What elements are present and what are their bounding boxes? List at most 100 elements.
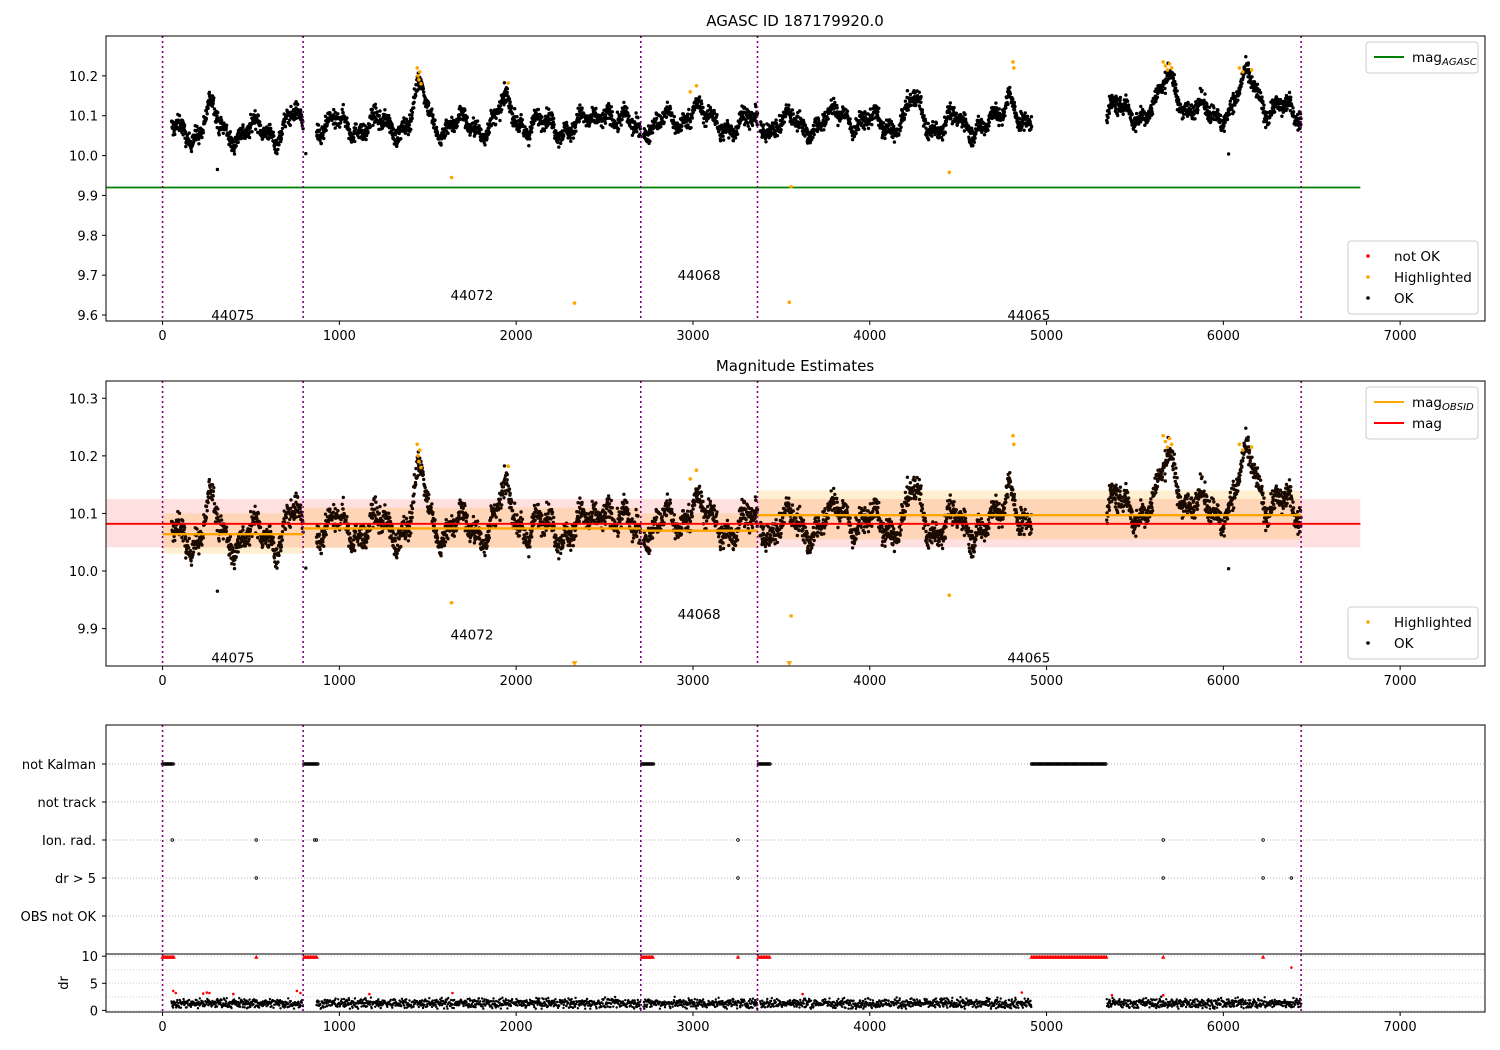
ok-point bbox=[704, 124, 708, 128]
ok-point bbox=[275, 151, 279, 156]
x-tick-label: 5000 bbox=[1030, 329, 1063, 344]
x-tick-label: 7000 bbox=[1384, 329, 1417, 344]
ok-point bbox=[1267, 121, 1271, 125]
ok-point bbox=[332, 502, 336, 507]
ok-point bbox=[1172, 73, 1177, 77]
ok-point bbox=[421, 472, 425, 477]
ok-point bbox=[519, 113, 523, 117]
ok-point bbox=[574, 129, 578, 133]
ok-point bbox=[1178, 102, 1183, 107]
ok-point bbox=[1125, 99, 1130, 103]
ok-point bbox=[848, 122, 853, 126]
ok-point bbox=[188, 549, 193, 553]
ok-point bbox=[426, 103, 431, 108]
ok-point bbox=[211, 98, 216, 103]
ok-point bbox=[421, 87, 425, 91]
ok-point bbox=[352, 136, 356, 140]
ok-point bbox=[258, 525, 263, 529]
ok-point bbox=[210, 483, 215, 487]
ok-point bbox=[1212, 106, 1216, 110]
ok-point bbox=[241, 123, 245, 127]
ok-point bbox=[465, 514, 469, 518]
ok-point bbox=[197, 552, 201, 556]
ok-point bbox=[256, 114, 260, 118]
ok-point bbox=[234, 555, 238, 559]
ok-point bbox=[569, 139, 573, 143]
legend-dot-marker bbox=[1366, 296, 1370, 300]
ok-point bbox=[559, 141, 563, 146]
ok-point bbox=[1011, 97, 1015, 102]
ok-point bbox=[399, 137, 403, 141]
ok-point bbox=[341, 102, 345, 107]
ok-point bbox=[1246, 61, 1251, 65]
ok-point bbox=[207, 477, 212, 482]
ok-point bbox=[234, 144, 238, 148]
ok-point bbox=[452, 129, 456, 134]
ok-point bbox=[987, 124, 991, 128]
ok-point bbox=[353, 139, 357, 144]
ok-point bbox=[680, 124, 684, 128]
ok-point bbox=[1002, 110, 1007, 114]
ok-point bbox=[997, 123, 1001, 128]
ok-point bbox=[510, 112, 515, 116]
ok-point bbox=[340, 502, 344, 506]
ok-point bbox=[648, 139, 652, 144]
ok-point bbox=[1261, 99, 1265, 104]
ok-point bbox=[955, 123, 959, 128]
ok-point bbox=[1012, 100, 1017, 105]
ok-point bbox=[482, 550, 486, 554]
ok-point bbox=[211, 489, 216, 494]
ok-point bbox=[1155, 95, 1160, 99]
ok-point bbox=[280, 126, 285, 131]
ok-point bbox=[547, 107, 551, 111]
ok-point bbox=[439, 143, 443, 147]
ok-point bbox=[336, 112, 340, 116]
ok-point bbox=[296, 495, 300, 499]
ok-point bbox=[973, 136, 977, 140]
ok-point bbox=[331, 113, 335, 117]
ok-point bbox=[269, 126, 273, 130]
ok-point bbox=[494, 515, 498, 519]
ok-point bbox=[465, 115, 469, 120]
ok-point bbox=[475, 519, 480, 523]
highlighted-point bbox=[417, 78, 421, 82]
ok-point bbox=[372, 111, 377, 115]
ok-point bbox=[1289, 95, 1293, 100]
ok-point bbox=[1205, 102, 1209, 106]
ok-series bbox=[169, 55, 1303, 172]
ok-point bbox=[412, 500, 416, 504]
ok-point bbox=[903, 99, 908, 103]
ok-point bbox=[288, 525, 292, 529]
ok-point bbox=[822, 128, 826, 132]
highlighted-point bbox=[1241, 70, 1245, 74]
ok-point bbox=[268, 524, 272, 528]
ok-point bbox=[410, 116, 414, 121]
ok-point bbox=[997, 107, 1001, 111]
ok-point bbox=[272, 144, 277, 149]
legend-label: not OK bbox=[1394, 249, 1441, 265]
ok-point bbox=[367, 524, 372, 528]
ok-point bbox=[391, 127, 396, 131]
ok-point bbox=[924, 126, 928, 130]
ok-point bbox=[735, 132, 740, 136]
ok-point bbox=[517, 129, 522, 133]
ok-point bbox=[341, 495, 345, 500]
ok-point bbox=[443, 540, 448, 544]
ok-point bbox=[373, 514, 377, 518]
ok-point bbox=[764, 140, 768, 144]
ok-point bbox=[903, 112, 907, 117]
ok-point bbox=[976, 114, 981, 119]
ok-point bbox=[284, 116, 289, 121]
ok-point bbox=[189, 559, 193, 563]
x-tick-label: 6000 bbox=[1207, 329, 1240, 344]
ok-point bbox=[212, 486, 216, 490]
ok-point bbox=[332, 107, 336, 112]
ok-point bbox=[471, 116, 476, 120]
ok-point bbox=[182, 123, 187, 128]
ok-point bbox=[393, 539, 397, 543]
ok-point bbox=[253, 504, 257, 508]
ok-point bbox=[982, 133, 987, 137]
ok-point bbox=[664, 115, 669, 119]
ok-point bbox=[1291, 106, 1295, 110]
ok-point bbox=[318, 139, 322, 143]
